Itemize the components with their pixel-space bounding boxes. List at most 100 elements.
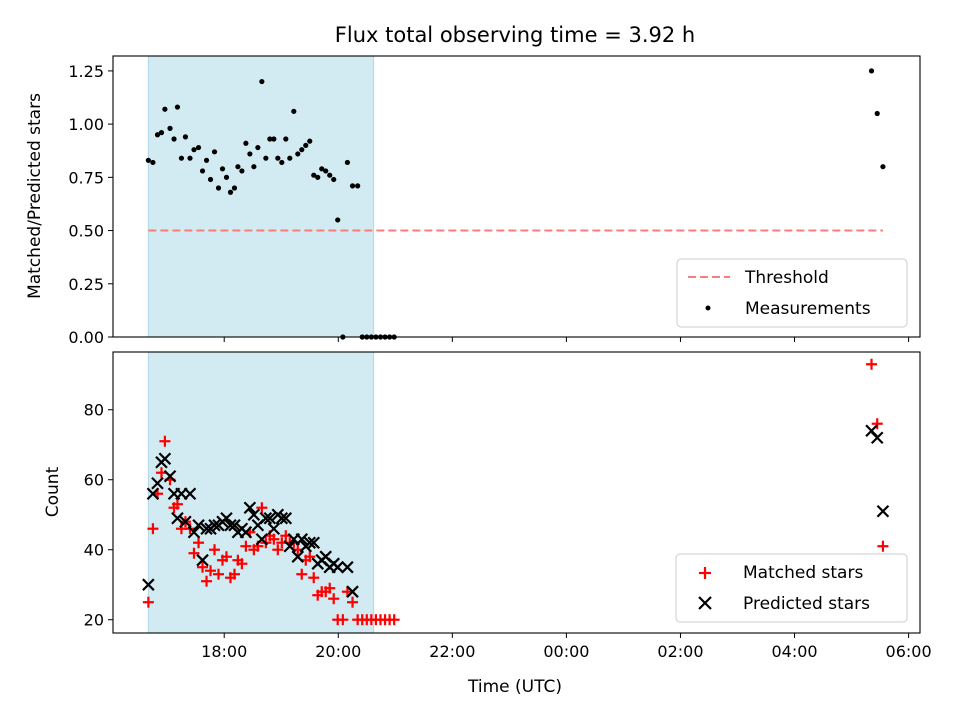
measurement-point-15	[207, 176, 214, 183]
measurement-point-27	[255, 144, 261, 151]
measurement-point-20	[227, 189, 234, 195]
top-ytick-label-0-25: 0.25	[68, 275, 104, 294]
measurement-point-11	[191, 147, 197, 153]
top-ytick-label-0-00: 0.00	[68, 328, 104, 347]
bot-xtick-label-18-00: 18:00	[201, 642, 247, 661]
predicted-marker-b	[158, 452, 172, 466]
matched-star-point-0	[142, 596, 154, 608]
measurement-point-13	[199, 168, 206, 174]
predicted-marker-b	[267, 522, 281, 535]
legend-measurements-label: Measurements	[745, 299, 871, 319]
predicted-star-point-35	[283, 539, 297, 553]
top-shaded-span	[147, 55, 375, 338]
bot-xtick-label-04-00: 04:00	[771, 642, 817, 661]
top-x-ticks	[223, 337, 910, 342]
measurement-point-2	[154, 132, 161, 138]
matched-star-point-28	[256, 502, 268, 514]
bot-ytick-label-60: 60	[84, 471, 104, 490]
predicted-marker-b	[870, 431, 884, 445]
matched-star-point-14	[201, 575, 213, 587]
measurement-point-38	[299, 147, 305, 153]
measurement-point-40	[307, 138, 313, 144]
measurement-point-24	[243, 140, 249, 146]
measurement-point-42	[315, 174, 321, 180]
legend-predicted-label: Predicted stars	[743, 594, 870, 614]
measurement-point-0	[145, 157, 151, 163]
predicted-star-point-31	[267, 522, 281, 535]
predicted-star-point-1	[146, 487, 160, 501]
matched-star-point-15	[205, 565, 217, 577]
matched-star-point-41	[308, 572, 320, 584]
top-ytick-label-1-25: 1.25	[68, 62, 104, 81]
matched-star-point-46	[328, 593, 340, 605]
bottom-x-ticks: 18:00 20:00 22:00 00:00 02:00 04:00 06:00	[201, 633, 932, 661]
predicted-star-point-4	[158, 452, 172, 466]
measurement-point-44	[323, 168, 329, 174]
predicted-star-point-14	[200, 522, 213, 535]
predicted-marker-b	[146, 487, 160, 501]
bot-ytick-label-20: 20	[84, 611, 104, 630]
matched-star-point-31	[268, 533, 280, 545]
x-axis-label: Time (UTC)	[467, 677, 562, 697]
measurement-point-4	[162, 106, 168, 112]
matched-star-point-32	[272, 544, 284, 556]
predicted-star-point-26	[247, 508, 261, 521]
predicted-star-point-7	[171, 511, 184, 525]
measurement-point-25	[247, 151, 253, 157]
predicted-star-point-48	[341, 560, 354, 574]
matched-star-point-59	[388, 614, 400, 626]
predicted-marker-b	[243, 501, 257, 515]
matched-star-point-60	[866, 358, 878, 370]
predicted-star-point-30	[263, 511, 277, 525]
measurement-point-21	[231, 185, 238, 191]
predicted-star-point-21	[228, 518, 241, 532]
predicted-marker-b	[255, 532, 269, 546]
predicted-star-point-34	[279, 511, 293, 525]
bottom-legend: Matched stars Predicted stars	[675, 553, 908, 623]
predicted-star-point-0	[142, 578, 155, 591]
predicted-marker-b	[263, 511, 277, 525]
predicted-star-point-24	[239, 525, 253, 539]
measurement-point-12	[195, 144, 202, 151]
measurement-point-26	[251, 164, 257, 170]
top-shaded-span-rect	[147, 55, 375, 338]
measurement-point-18	[219, 166, 226, 172]
bot-xtick-label-20-00: 20:00	[315, 642, 361, 661]
matched-star-point-7	[171, 498, 183, 510]
measurement-point-37	[295, 151, 301, 157]
predicted-marker-b	[183, 487, 197, 501]
predicted-star-point-29	[259, 511, 273, 525]
predicted-marker-b	[865, 424, 878, 438]
matched-star-point-13	[197, 561, 209, 573]
matched-star-point-17	[213, 568, 225, 580]
bot-xtick-label-00-00: 00:00	[543, 642, 589, 661]
matched-star-point-61	[871, 418, 883, 430]
bottom-legend-box	[675, 553, 908, 623]
predicted-marker-b	[319, 550, 333, 563]
predicted-marker-b	[224, 518, 237, 532]
predicted-marker-b	[171, 511, 184, 525]
matched-star-point-38	[296, 568, 308, 580]
measurement-point-50	[349, 183, 356, 189]
bottom-shaded-span	[147, 351, 375, 634]
matched-star-point-1	[147, 523, 159, 535]
measurement-point-46	[331, 176, 337, 183]
predicted-marker-b	[179, 515, 192, 528]
measurement-point-62	[880, 164, 886, 170]
measurement-point-1	[150, 159, 156, 166]
predicted-marker-b	[283, 539, 297, 553]
predicted-star-point-52	[876, 504, 890, 518]
measurement-point-39	[303, 142, 309, 149]
bot-ytick-label-80: 80	[84, 401, 104, 420]
measurements-points	[145, 68, 886, 340]
measurement-point-16	[211, 149, 218, 155]
predicted-star-point-49	[346, 585, 359, 598]
predicted-marker-b	[142, 578, 155, 591]
measurement-point-22	[235, 164, 241, 170]
predicted-star-point-41	[307, 536, 321, 549]
matched-star-point-16	[209, 544, 221, 556]
predicted-star-point-5	[163, 469, 177, 483]
matched-star-point-21	[228, 568, 240, 580]
top-legend-box	[676, 258, 908, 328]
matched-star-point-11	[188, 547, 200, 559]
